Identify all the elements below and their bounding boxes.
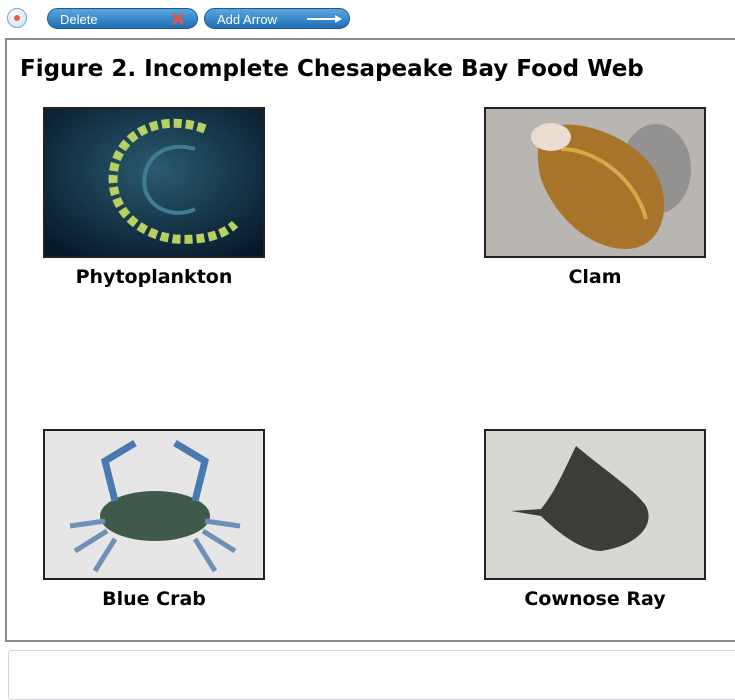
toolbar: Delete Add Arrow [0,0,735,36]
organism-label: Cownose Ray [524,588,666,610]
button-label: Add Arrow [217,12,277,27]
arrow-icon [307,15,342,23]
blue-crab-image [43,429,265,580]
organism-label: Blue Crab [102,588,206,610]
delete-button[interactable]: Delete [47,8,198,29]
organism-label: Clam [568,266,622,288]
cownose-ray-image [484,429,706,580]
button-label: Delete [60,12,98,27]
delete-icon [171,12,185,26]
figure-title: Figure 2. Incomplete Chesapeake Bay Food… [20,56,644,82]
organism-card[interactable]: Phytoplankton [43,107,265,288]
figure-panel: Figure 2. Incomplete Chesapeake Bay Food… [5,38,735,642]
organism-card[interactable]: Cownose Ray [484,429,706,610]
clam-image [484,107,706,258]
menu-icon[interactable] [7,8,27,28]
organism-card[interactable]: Blue Crab [43,429,265,610]
add-arrow-button[interactable]: Add Arrow [204,8,350,29]
phytoplankton-image [43,107,265,258]
organism-card[interactable]: Clam [484,107,706,288]
organism-label: Phytoplankton [75,266,233,288]
